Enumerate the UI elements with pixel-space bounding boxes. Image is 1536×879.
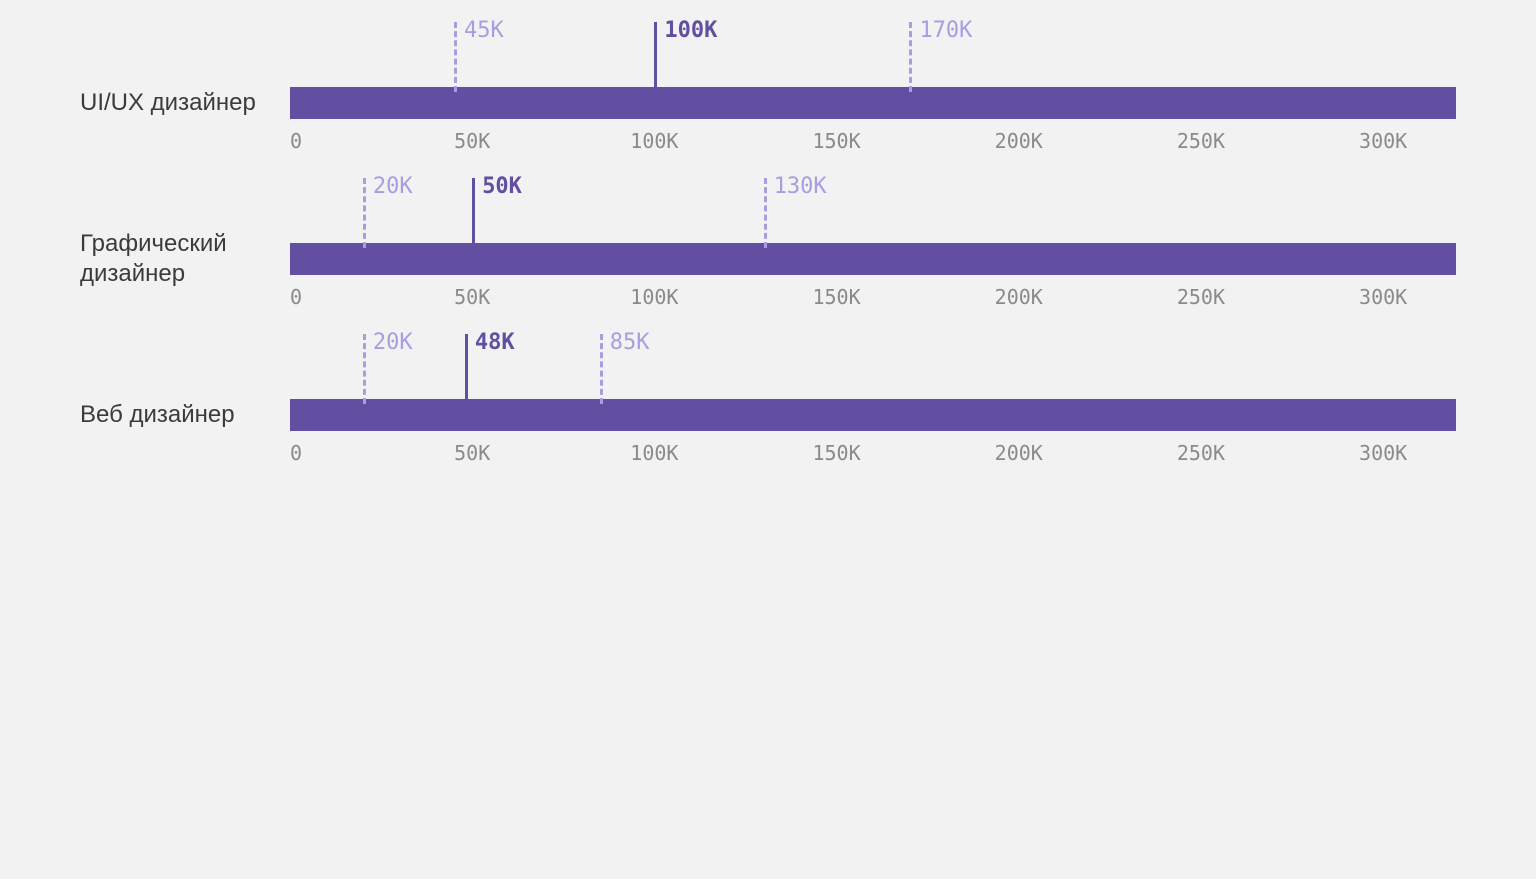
x-axis-tick: 0 <box>290 129 302 153</box>
median-marker-label: 50K <box>482 174 522 199</box>
x-axis-tick: 300K <box>1359 441 1407 465</box>
x-axis-tick: 100K <box>630 441 678 465</box>
x-axis-tick: 50K <box>454 129 490 153</box>
x-axis-tick: 150K <box>812 285 860 309</box>
x-axis: 0 50K 100K 150K 200K 250K 300K <box>290 129 1456 157</box>
low-marker-label: 45K <box>464 18 504 43</box>
high-marker-tick <box>764 178 767 248</box>
x-axis-tick: 250K <box>1177 441 1225 465</box>
row-plot: 45K100K170K050K100K150K200K250K300K <box>290 60 1456 146</box>
high-marker-tick <box>909 22 912 92</box>
x-axis-tick: 200K <box>995 441 1043 465</box>
high-marker-label: 130K <box>774 174 827 199</box>
row-plot: 20K50K130K050K100K150K200K250K300K <box>290 216 1456 302</box>
row-label: Графический дизайнер <box>80 229 290 289</box>
high-marker-label: 85K <box>610 330 650 355</box>
x-axis-tick: 50K <box>454 285 490 309</box>
low-marker-label: 20K <box>373 174 413 199</box>
x-axis-tick: 0 <box>290 441 302 465</box>
x-axis: 0 50K 100K 150K 200K 250K 300K <box>290 441 1456 469</box>
high-marker-tick <box>600 334 603 404</box>
x-axis-tick: 200K <box>995 129 1043 153</box>
x-axis-tick: 100K <box>630 285 678 309</box>
x-axis-tick: 300K <box>1359 129 1407 153</box>
range-bar <box>290 243 1456 275</box>
low-marker-label: 20K <box>373 330 413 355</box>
x-axis-tick: 300K <box>1359 285 1407 309</box>
high-marker-label: 170K <box>919 18 972 43</box>
x-axis-tick: 0 <box>290 285 302 309</box>
chart-row: Веб дизайнер20K48K85K050K100K150K200K250… <box>80 372 1456 458</box>
low-marker-tick <box>454 22 457 92</box>
chart-row: Графический дизайнер20K50K130K050K100K15… <box>80 216 1456 302</box>
x-axis-tick: 50K <box>454 441 490 465</box>
median-marker-tick <box>472 178 475 248</box>
x-axis-tick: 200K <box>995 285 1043 309</box>
median-marker-label: 48K <box>475 330 515 355</box>
row-label: UI/UX дизайнер <box>80 88 290 118</box>
median-marker-label: 100K <box>664 18 717 43</box>
range-bar <box>290 87 1456 119</box>
x-axis-tick: 150K <box>812 441 860 465</box>
x-axis-tick: 150K <box>812 129 860 153</box>
x-axis-tick: 250K <box>1177 285 1225 309</box>
x-axis-tick: 250K <box>1177 129 1225 153</box>
low-marker-tick <box>363 334 366 404</box>
row-plot: 20K48K85K050K100K150K200K250K300K <box>290 372 1456 458</box>
chart-row: UI/UX дизайнер45K100K170K050K100K150K200… <box>80 60 1456 146</box>
low-marker-tick <box>363 178 366 248</box>
x-axis: 0 50K 100K 150K 200K 250K 300K <box>290 285 1456 313</box>
median-marker-tick <box>654 22 657 92</box>
row-label: Веб дизайнер <box>80 400 290 430</box>
median-marker-tick <box>465 334 468 404</box>
x-axis-tick: 100K <box>630 129 678 153</box>
salary-range-chart: UI/UX дизайнер45K100K170K050K100K150K200… <box>80 60 1456 458</box>
